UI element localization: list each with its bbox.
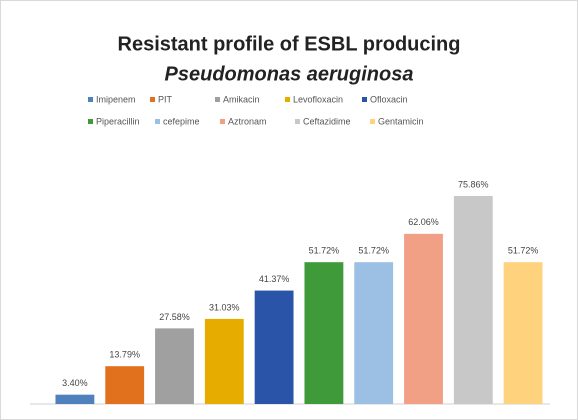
legend-label: Aztronam [228, 116, 267, 126]
legend-label: cefepime [163, 116, 200, 126]
bar [155, 328, 194, 404]
legend-label: PIT [158, 94, 173, 104]
data-label: 62.06% [408, 217, 439, 227]
legend-label: Amikacin [223, 94, 260, 104]
bar [453, 196, 493, 404]
chart-subtitle: Pseudomonas aeruginosa [165, 63, 414, 85]
legend-swatch [215, 97, 220, 102]
legend-label: Piperacillin [96, 116, 140, 126]
data-label: 75.86% [458, 179, 489, 189]
legend-swatch [220, 119, 225, 124]
legend-label: Gentamicin [378, 116, 424, 126]
bar [404, 233, 443, 404]
bar [503, 262, 543, 404]
legend-swatch [295, 119, 300, 124]
bar [55, 394, 95, 404]
data-label: 31.03% [209, 302, 240, 312]
data-label: 51.72% [358, 246, 389, 256]
bar [204, 318, 244, 404]
legend-swatch [88, 119, 93, 124]
chart-title: Resistant profile of ESBL producing [118, 33, 461, 55]
data-label: 51.72% [508, 246, 539, 256]
legend-swatch [370, 119, 375, 124]
data-label: 51.72% [309, 246, 340, 256]
bar [105, 366, 145, 404]
legend-swatch [155, 119, 160, 124]
legend-swatch [150, 97, 155, 102]
legend-swatch [362, 97, 367, 102]
bar [254, 290, 294, 404]
data-label: 27.58% [159, 312, 190, 322]
data-label: 3.40% [62, 378, 88, 388]
legend-label: Imipenem [96, 94, 136, 104]
legend-swatch [285, 97, 290, 102]
legend-swatch [88, 97, 93, 102]
bar [354, 262, 394, 404]
data-label: 13.79% [109, 350, 140, 360]
legend-label: Ceftazidime [303, 116, 351, 126]
data-label: 41.37% [259, 274, 290, 284]
legend-label: Levofloxacin [293, 94, 343, 104]
bar [304, 262, 344, 404]
legend-label: Ofloxacin [370, 94, 408, 104]
